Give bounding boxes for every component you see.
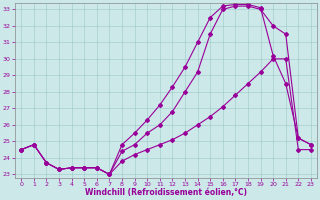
X-axis label: Windchill (Refroidissement éolien,°C): Windchill (Refroidissement éolien,°C): [85, 188, 247, 197]
